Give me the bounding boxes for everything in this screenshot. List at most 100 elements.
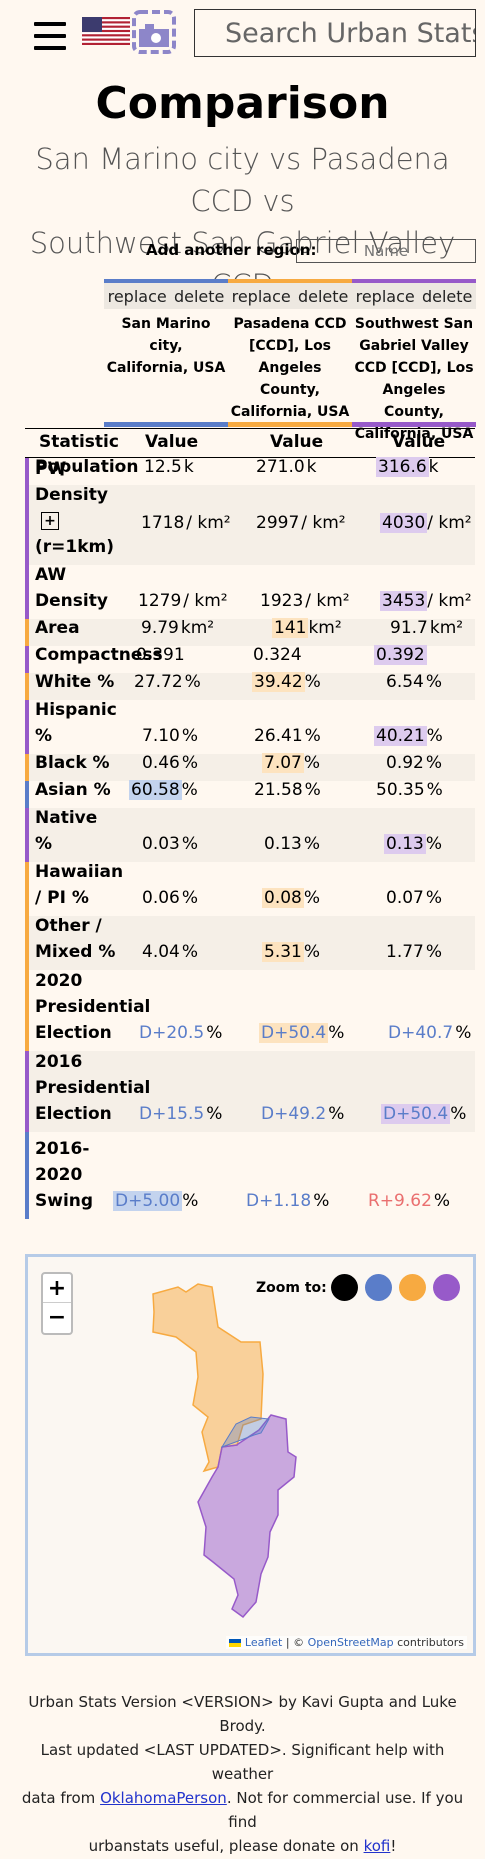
stat-value: 50.35%	[376, 780, 443, 800]
region-name-line: Angeles County,	[258, 360, 322, 398]
region-color-bar	[104, 422, 228, 427]
stat-value: 1279/ km²	[138, 591, 228, 611]
delete-button[interactable]: delete	[173, 286, 225, 306]
subtitle-line-1: San Marino city vs Pasadena CCD vs	[35, 142, 450, 218]
stat-value: 7.10%	[142, 726, 199, 746]
value-header: Value	[145, 432, 199, 452]
search-input[interactable]	[195, 10, 475, 56]
stat-label[interactable]: Hawaiian / PI %	[35, 862, 124, 908]
zoom-to-region-3-button[interactable]	[433, 1274, 460, 1301]
table-row: Population 12.5k 1718271.0k 316.6k	[25, 457, 475, 485]
zoom-to-all-button[interactable]	[331, 1274, 358, 1301]
stat-label[interactable]: 2016- 2020 Swing	[35, 1139, 94, 1211]
region-name-line: Angeles County,	[382, 382, 446, 420]
value-header: Value	[392, 432, 446, 452]
table-row: Compactness 0.391 0.324 0.392	[25, 645, 475, 673]
stat-value: 26.41%	[254, 726, 321, 746]
urban-stats-logo-icon[interactable]	[131, 9, 177, 55]
stat-value: 3453/ km²	[380, 591, 472, 611]
map-regions	[152, 1283, 297, 1619]
stat-value: 60.58%	[129, 780, 198, 800]
table-row: Hispanic% 7.10% 26.41% 40.21%	[25, 700, 475, 754]
footer-line-2: Last updated <LAST UPDATED>. Significant…	[40, 1741, 445, 1783]
statistic-header: Statistic	[39, 432, 119, 452]
replace-button[interactable]: replace	[355, 286, 415, 306]
add-region-label: Add another region:	[146, 241, 317, 259]
stat-value: 5.31%	[262, 942, 321, 962]
stat-label[interactable]: 2016 Presidential Election	[35, 1052, 151, 1124]
table-row: Area 9.79 km² 141 km² 91.7 km²	[25, 618, 475, 646]
table-header: Statistic Value Value Value	[25, 428, 475, 458]
southwest-sgv-region	[197, 1414, 297, 1619]
table-row: Asian % 60.58% 21.58% 50.35%	[25, 780, 475, 808]
stat-label[interactable]: Population	[35, 457, 139, 477]
region-column-3: replace delete Southwest San Gabriel Val…	[352, 279, 476, 445]
header	[0, 0, 485, 68]
stat-value: 0.06%	[142, 888, 199, 908]
zoom-out-button[interactable]: −	[47, 1305, 67, 1330]
add-region-input[interactable]	[296, 239, 476, 263]
replace-button[interactable]: replace	[231, 286, 291, 306]
stat-value: D+15.5%	[139, 1104, 223, 1124]
delete-button[interactable]: delete	[297, 286, 349, 306]
stat-value: D+1.18%	[246, 1191, 330, 1211]
attribution-tail: contributors	[393, 1636, 464, 1649]
stat-label[interactable]: Other / Mixed %	[35, 916, 116, 962]
region-color-bar	[104, 279, 228, 283]
region-name-line: California, USA	[354, 426, 474, 442]
leaflet-link[interactable]: Leaflet	[244, 1636, 283, 1649]
footer: Urban Stats Version <VERSION> by Kavi Gu…	[20, 1690, 465, 1858]
expand-button[interactable]: +	[41, 512, 59, 530]
zoom-control: + −	[41, 1272, 73, 1335]
region-name-line: [CCD], Los	[248, 338, 332, 354]
stat-value: 0.46%	[142, 753, 199, 773]
stat-value: 39.42%	[252, 672, 321, 692]
stat-label[interactable]: Asian %	[35, 780, 111, 800]
kofi-link[interactable]: kofi	[363, 1837, 391, 1855]
table-row: PW Density + (r=1km) 1718/ km² 2997/ km² 4…	[25, 459, 475, 565]
table-row: White % 27.72% 39.42% 6.54%	[25, 672, 475, 700]
table-row: Native% 0.03% 0.13% 0.13%	[25, 808, 475, 862]
stat-label[interactable]: Hispanic%	[35, 700, 117, 746]
stat-value: D+50.4%	[381, 1104, 467, 1124]
stat-label[interactable]: Compactness	[35, 645, 163, 665]
map[interactable]: + − Zoom to: Leaflet | © OpenStreetMap c…	[25, 1254, 476, 1656]
region-name-line: Gabriel Valley	[359, 338, 469, 354]
stat-value: D+49.2%	[261, 1104, 345, 1124]
osm-link[interactable]: OpenStreetMap	[307, 1636, 394, 1649]
stat-value: 0.07%	[386, 888, 443, 908]
zoom-to-region-2-button[interactable]	[399, 1274, 426, 1301]
stat-value: 0.13%	[384, 834, 443, 854]
region-name: Pasadena CCD [CCD], Los Angeles County, …	[228, 309, 352, 423]
us-flag-icon[interactable]	[82, 17, 130, 45]
replace-button[interactable]: replace	[107, 286, 167, 306]
search-box[interactable]	[194, 9, 476, 57]
stat-label[interactable]: Black %	[35, 753, 110, 773]
region-name-line: Pasadena CCD	[233, 316, 347, 332]
stat-label[interactable]: Area	[35, 618, 80, 638]
table-row: AW Density 1279/ km² 1923/ km² 3453/ km²	[25, 565, 475, 619]
stat-label[interactable]: Native%	[35, 808, 98, 854]
stat-value: D+40.7%	[388, 1023, 472, 1043]
stat-value: 1718271.0k	[256, 457, 317, 477]
stat-value: 0.08%	[262, 888, 321, 908]
san-marino-region	[220, 1416, 270, 1448]
region-column-1: replace delete San Marino city, Californ…	[104, 279, 228, 427]
stat-value: 4.04%	[142, 942, 199, 962]
stat-label[interactable]: PW Density + (r=1km)	[35, 459, 115, 557]
oklahomaperson-link[interactable]: OklahomaPerson	[100, 1789, 227, 1807]
stat-label[interactable]: AW Density	[35, 565, 108, 611]
stat-label[interactable]: 2020 Presidential Election	[35, 971, 151, 1043]
stat-value: 2997/ km²	[256, 513, 346, 533]
table-row: Other / Mixed % 4.04% 5.31% 1.77%	[25, 916, 475, 970]
stat-value: 91.7 km²	[390, 618, 464, 638]
zoom-to-region-1-button[interactable]	[365, 1274, 392, 1301]
delete-button[interactable]: delete	[421, 286, 473, 306]
stat-label[interactable]: White %	[35, 672, 115, 692]
region-color-bar	[228, 422, 352, 427]
hamburger-menu-icon[interactable]	[34, 20, 66, 52]
zoom-to-label: Zoom to:	[256, 1280, 327, 1296]
region-name-line: California, USA	[106, 360, 226, 376]
table-row: 2016- 2020 Swing D+5.00% D+1.18% R+9.62%	[25, 1132, 475, 1219]
zoom-in-button[interactable]: +	[43, 1274, 71, 1303]
